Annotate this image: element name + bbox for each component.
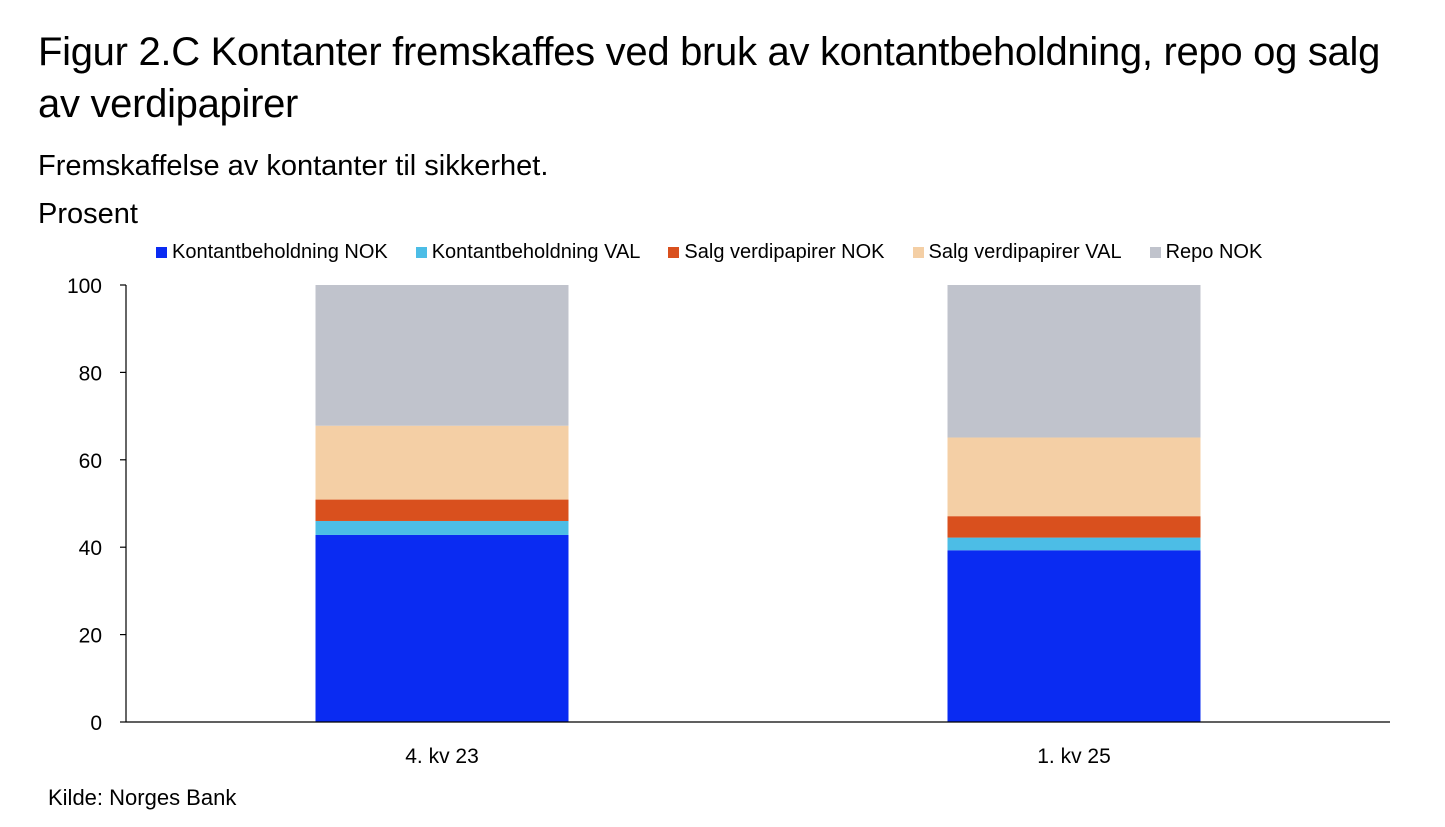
y-tick-label: 40 [79,537,102,560]
y-axis-unit: Prosent [38,198,138,230]
y-tick-label: 80 [79,362,102,385]
legend-label: Salg verdipapirer VAL [928,240,1122,263]
chart-title: Figur 2.C Kontanter fremskaffes ved bruk… [38,30,1381,126]
x-tick-label: 4. kv 23 [405,745,479,768]
y-tick-label: 60 [79,450,102,473]
y-tick-label: 100 [67,275,102,298]
bar-segment [947,516,1201,538]
chart-subtitle: Fremskaffelse av kontanter til sikkerhet… [38,150,549,182]
legend-item: Repo NOK [1149,240,1263,264]
legend-swatch [912,246,924,258]
chart-legend: Kontantbeholdning NOK Kontantbeholdning V… [156,238,1290,266]
bar-segment [315,520,569,535]
x-tick-label: 1. kv 25 [1037,745,1111,768]
legend-item: Salg verdipapirer NOK [668,240,885,264]
bar-segment [315,499,569,521]
legend-item: Kontantbeholdning NOK [156,241,388,264]
y-tick-label: 0 [90,712,102,735]
legend-swatch [156,246,167,258]
legend-label: Kontantbeholdning NOK [172,240,388,263]
legend-item: Kontantbeholdning VAL [415,240,641,264]
legend-label: Kontantbeholdning VAL [431,240,641,263]
bar-segment [947,537,1201,551]
legend-label: Repo NOK [1165,240,1263,263]
bar-segment [947,285,1201,438]
source-note: Kilde: Norges Bank [48,785,237,810]
legend-swatch [1149,246,1161,258]
bar-segment [315,425,569,500]
y-tick-label: 20 [79,625,102,648]
legend-label: Salg verdipapirer NOK [684,240,885,263]
legend-item: Salg verdipapirer VAL [912,240,1122,264]
legend-swatch [668,246,680,258]
bar-segment [315,285,569,426]
legend-swatch [415,246,427,258]
bar-segment [947,437,1201,517]
bar-segment [315,534,569,722]
bar-segment [947,550,1201,722]
